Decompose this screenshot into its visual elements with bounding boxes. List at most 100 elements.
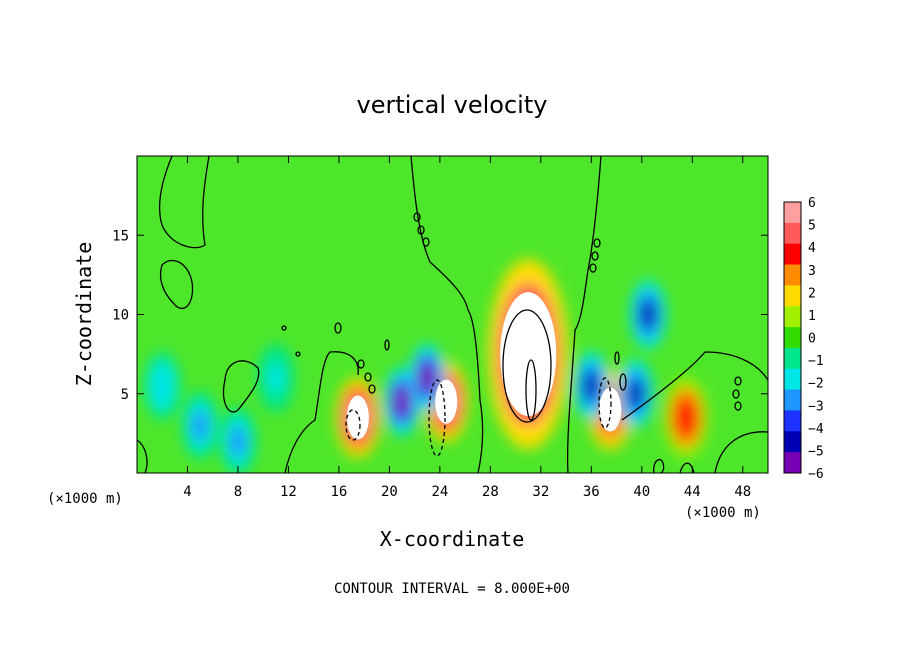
contour-loop <box>591 251 599 261</box>
x-units-right: (×1000 m) <box>685 505 761 521</box>
downdraft-region <box>192 410 209 441</box>
colorbar-swatch <box>784 410 801 432</box>
zero-contour <box>621 351 768 421</box>
downdraft-region <box>419 362 436 394</box>
downdraft-region <box>640 299 657 330</box>
x-tick-label: 20 <box>381 484 398 500</box>
peak-core <box>346 395 369 440</box>
contour-loop <box>732 389 740 399</box>
contour-loop <box>422 237 430 247</box>
colorbar-label: −2 <box>808 377 824 392</box>
contour-ellipse <box>502 309 552 423</box>
x-units-left: (×1000 m) <box>47 491 123 507</box>
contour-loop <box>364 372 372 382</box>
x-axis: 4 8 12 16 20 24 28 32 36 40 44 48 <box>183 156 751 500</box>
contour-loop <box>589 263 597 273</box>
colorbar-swatch <box>784 243 801 266</box>
zero-contour <box>137 439 148 473</box>
colorbar-label: 6 <box>808 196 816 211</box>
x-tick-label: 44 <box>684 484 701 500</box>
x-tick-label: 16 <box>330 484 347 500</box>
velocity-field <box>144 259 708 473</box>
colorbar-label: 2 <box>808 286 816 301</box>
colorbar: 6 5 4 3 2 1 0 −1 −2 −3 −4 −5 −6 <box>783 196 824 482</box>
contour-loop <box>384 339 390 351</box>
x-tick-label: 48 <box>734 484 751 500</box>
zero-contour <box>159 156 210 249</box>
colorbar-label: 3 <box>808 264 816 279</box>
x-tick-label: 32 <box>532 484 549 500</box>
contour-loop <box>368 384 376 394</box>
colorbar-swatch <box>784 431 801 453</box>
contour-loop <box>413 212 421 222</box>
colorbar-swatch <box>784 264 801 286</box>
peak-core <box>435 379 458 424</box>
x-tick-label: 12 <box>280 484 297 500</box>
downdraft-region <box>229 426 247 457</box>
colorbar-swatch <box>784 202 801 224</box>
downdraft-region <box>393 386 411 417</box>
y-axis: 5 10 15 <box>112 228 768 403</box>
contour-loop <box>734 401 742 411</box>
colorbar-swatch <box>784 347 801 370</box>
contour-interval-note: CONTOUR INTERVAL = 8.000E+00 <box>334 581 570 597</box>
peak-core <box>599 387 622 432</box>
colorbar-swatch <box>784 327 801 349</box>
colorbar-label: 0 <box>808 332 816 347</box>
colorbar-label: −1 <box>808 354 824 369</box>
negative-contour <box>345 409 361 441</box>
x-tick-label: 4 <box>183 484 191 500</box>
downdraft-region <box>627 378 644 410</box>
plot-area <box>136 155 769 474</box>
contour-loop <box>334 322 342 334</box>
contour-loop <box>619 373 627 391</box>
zero-contour <box>653 458 665 473</box>
colorbar-label: 1 <box>808 309 816 324</box>
negative-contour <box>428 379 446 457</box>
zero-contour <box>679 462 695 473</box>
chart-title: vertical velocity <box>357 91 548 119</box>
downdraft-region <box>267 362 284 394</box>
colorbar-frame <box>783 201 802 474</box>
colorbar-swatch <box>784 285 801 307</box>
colorbar-swatch <box>784 452 801 474</box>
x-tick-label: 24 <box>431 484 448 500</box>
colorbar-label: −5 <box>808 444 824 459</box>
zero-contour <box>566 156 602 473</box>
zero-contours <box>137 156 768 473</box>
contour-loop <box>281 325 287 331</box>
y-tick-label: 5 <box>121 387 129 403</box>
colorbar-label: −6 <box>808 467 824 482</box>
contour-loop <box>417 225 425 235</box>
colorbar-swatch <box>784 222 801 245</box>
y-tick-label: 15 <box>112 228 129 244</box>
contour-ellipse <box>525 359 537 421</box>
zero-contour <box>284 351 359 473</box>
colorbar-swatch <box>784 389 801 411</box>
zero-contour <box>714 431 768 473</box>
colorbar-label: −4 <box>808 422 824 437</box>
downdraft-region <box>154 370 171 402</box>
contour-loop <box>357 359 365 369</box>
colorbar-label: 4 <box>808 241 816 256</box>
x-tick-label: 8 <box>234 484 242 500</box>
contour-loop <box>295 351 301 357</box>
colorbar-label: −3 <box>808 399 824 414</box>
colorbar-swatch <box>784 368 801 391</box>
x-axis-label: X-coordinate <box>380 527 525 551</box>
x-tick-label: 28 <box>482 484 499 500</box>
y-tick-label: 10 <box>112 308 129 324</box>
contour-loop <box>593 238 601 248</box>
zero-contour <box>222 360 260 413</box>
colorbar-label: 5 <box>808 219 816 234</box>
zero-contour <box>159 259 194 310</box>
contour-loop <box>734 376 742 386</box>
peak-core <box>500 292 557 417</box>
updraft-region <box>674 397 697 438</box>
downdraft-region <box>583 370 600 402</box>
x-tick-label: 36 <box>583 484 600 500</box>
zero-contour <box>410 156 484 473</box>
x-tick-label: 40 <box>633 484 650 500</box>
negative-contour <box>598 377 612 429</box>
